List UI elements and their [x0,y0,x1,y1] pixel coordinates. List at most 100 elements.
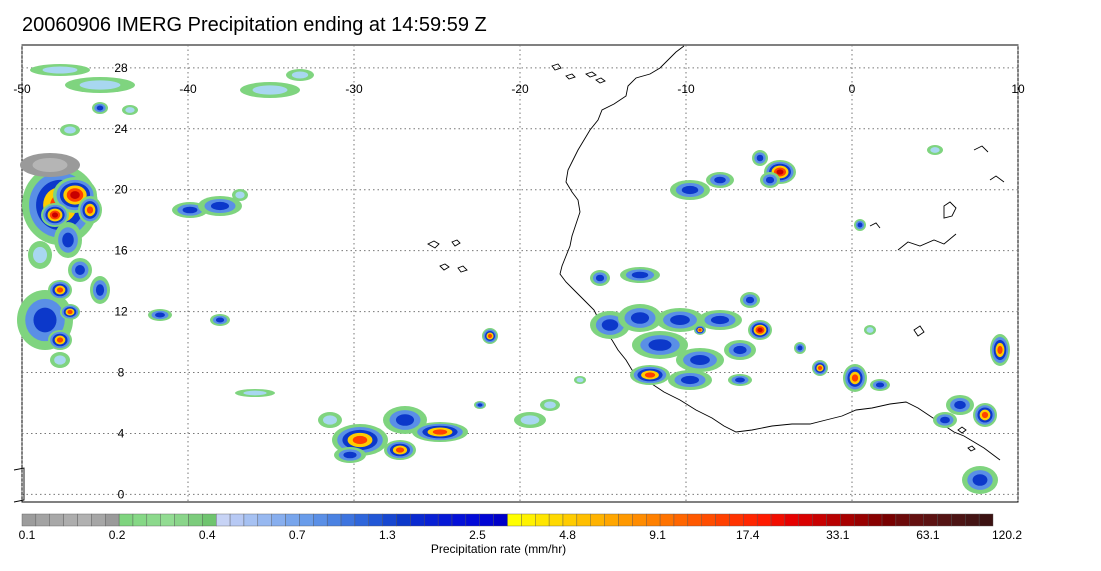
colorbar-tick-label: 17.4 [736,528,760,542]
colorbar-swatch [812,513,827,527]
lon-tick-label: 10 [1011,82,1025,96]
colorbar-tick-label: 0.2 [109,528,126,542]
colorbar-tick-labels: 0.1 0.2 0.4 0.7 1.3 2.5 4.8 9.1 17.4 33.1 63.1 120.… [19,528,1023,542]
colorbar-swatch [965,513,980,527]
precip-cell [215,317,225,323]
colorbar-swatch [618,513,633,527]
colorbar-swatch [590,513,605,527]
precip-cell [243,390,267,396]
precip-cell [96,105,104,111]
precip-cell [698,328,702,332]
precip-cell [182,206,198,214]
precip-cell [681,185,699,195]
colorbar-swatch [285,513,300,527]
lat-tick-label: 12 [114,305,128,319]
precip-cell [735,377,745,383]
colorbar-swatch [826,513,841,527]
island-bioko [957,426,967,434]
precip-cell [432,429,448,435]
lake-volta [913,325,925,337]
lon-tick-label: -20 [511,82,529,96]
colorbar-swatch [923,513,938,527]
colorbar-swatch [424,513,439,527]
precip-cell [42,66,78,74]
colorbar-swatch [687,513,702,527]
precip-cell [235,191,245,199]
colorbar-swatch [756,513,772,527]
colorbar-swatch [202,513,217,527]
precip-cell [86,206,94,214]
colorbar-swatch [188,513,203,527]
precipitation-field [17,64,1010,494]
island-cape-verde-3 [439,263,450,271]
colorbar-swatch [604,513,619,527]
colorbar-swatch [77,513,92,527]
island-west-edge [13,467,25,503]
colorbar-swatch [659,513,675,527]
colorbar-swatch [271,513,286,527]
precip-cell [757,327,763,333]
precip-cell [714,176,726,184]
colorbar-swatch [798,513,813,527]
colorbar-swatch [548,513,564,527]
colorbar-tick-label: 0.4 [199,528,216,542]
colorbar-swatch [368,513,383,527]
precip-cell [595,274,605,282]
colorbar-tick-label: 63.1 [916,528,940,542]
colorbar-tick-label: 1.3 [379,528,396,542]
precip-cell [79,80,121,90]
colorbar-swatch [479,513,494,527]
precip-cell [70,191,80,199]
precip-cell [756,154,764,162]
precip-cell [33,307,57,333]
precip-cell [520,415,540,425]
chart-title: 20060906 IMERG Precipitation ending at 1… [22,14,487,36]
africa-coastline [559,45,1001,461]
colorbar-swatch [146,513,161,527]
colorbar-swatch [35,513,50,527]
precip-cell [940,416,950,424]
colorbar-swatch [49,513,64,527]
lat-tick-label: 24 [114,122,128,136]
precip-cell [56,287,64,293]
colorbar-swatch [160,513,175,527]
colorbar-swatch [840,513,855,527]
lon-tick-label: -40 [179,82,197,96]
colorbar-label-text: Precipitation rate (mm/hr) [430,542,567,556]
colorbar-swatch [174,513,189,527]
precip-cell [155,312,165,318]
colorbar-swatch [229,513,245,527]
colorbar-swatch [909,513,924,527]
colorbar-swatch [410,513,425,527]
island-canary-1 [551,63,562,71]
colorbar-swatch [715,513,730,527]
colorbar-swatch [354,513,369,527]
colorbar-swatch [257,513,272,527]
colorbar-swatch [562,513,578,527]
precip-cell [544,401,556,409]
precip-cell [670,315,690,325]
colorbar-tick-label: 0.1 [19,528,36,542]
colorbar-swatch [215,513,231,527]
lon-tick-label: 0 [849,82,856,96]
island-cape-verde-4 [457,265,468,273]
colorbar-swatch [701,513,716,527]
inland-water-2 [989,175,1005,183]
lat-tick-label: 16 [114,244,128,258]
precip-cell [601,319,619,331]
precip-cell [125,107,135,113]
colorbar-swatch [326,513,342,527]
colorbar-swatch [867,513,883,527]
colorbar-swatch [632,513,647,527]
lon-tick-label: -10 [677,82,695,96]
lat-tick-label: 0 [118,487,125,501]
precip-cell [631,271,649,279]
lat-tick-label: 28 [114,61,128,75]
colorbar-swatch [91,513,106,527]
colorbar [21,513,994,527]
colorbar-swatch [937,513,952,527]
colorbar-swatch [521,513,536,527]
precip-cell [395,414,415,426]
precip-cell [64,126,76,134]
